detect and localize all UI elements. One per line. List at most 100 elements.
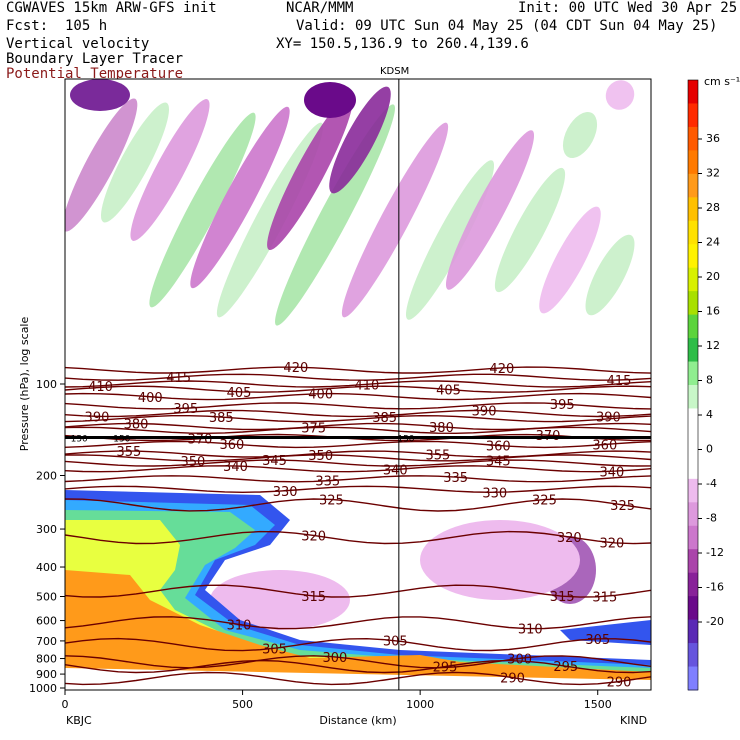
- contour-label-295: 295: [553, 660, 578, 675]
- contour-label-350: 350: [308, 449, 333, 464]
- theta-contour-330: [65, 485, 651, 494]
- theta-contour-345: [65, 459, 651, 467]
- field-streak: [445, 130, 535, 290]
- theta-contour-385: [65, 414, 651, 423]
- field-streak: [341, 122, 449, 318]
- colorbar-swatch: [688, 502, 698, 527]
- contour-label-315: 315: [592, 590, 617, 605]
- terrain-gap: [65, 668, 651, 690]
- field-streak: [100, 102, 170, 223]
- field-streak: [585, 234, 635, 316]
- cross-section-xy: XY= 150.5,136.9 to 260.4,139.6: [276, 36, 529, 52]
- theta-contour-360: [65, 440, 651, 449]
- bl-orange: [65, 570, 651, 690]
- theta-contour-310: [65, 616, 651, 630]
- colorbar-label: 0: [706, 443, 713, 456]
- colorbar-swatch: [688, 549, 698, 574]
- field-streak: [605, 80, 635, 110]
- field-streak: [130, 99, 210, 241]
- colorbar-label: -8: [706, 512, 717, 525]
- contour-label-370: 370: [188, 433, 213, 448]
- y-tick-label: 800: [36, 653, 57, 666]
- contour-label-355: 355: [425, 448, 450, 463]
- theta-contour-405: [65, 385, 651, 393]
- org-label: NCAR/MMM: [286, 0, 354, 16]
- contour-label-400: 400: [308, 388, 333, 403]
- colorbar-label: 28: [706, 201, 720, 214]
- y-axis-label: Pressure (hPa), log scale: [18, 317, 31, 452]
- valid-time: Valid: 09 UTC Sun 04 May 25 (04 CDT Sun …: [296, 18, 718, 34]
- contour-label-330: 330: [482, 486, 507, 501]
- colorbar-swatch: [688, 267, 698, 292]
- colorbar-swatch: [688, 80, 698, 104]
- colorbar-swatch: [688, 408, 698, 433]
- colorbar-label: -12: [706, 546, 724, 559]
- y-tick-label: 400: [36, 561, 57, 574]
- theta-contour-400: [65, 392, 651, 401]
- field-blob: [304, 82, 356, 118]
- colorbar-label: 8: [706, 374, 713, 387]
- colorbar-label: -20: [706, 615, 724, 628]
- colorbar-swatch: [688, 525, 698, 550]
- colorbar-swatch: [688, 244, 698, 269]
- x-tick-label: 1000: [406, 698, 434, 711]
- colorbar-swatch: [688, 596, 698, 621]
- colorbar-swatch: [688, 619, 698, 644]
- field-streak: [267, 94, 353, 251]
- contour-label-400: 400: [138, 391, 163, 406]
- contour-label-310: 310: [227, 618, 252, 633]
- bl-right-blue: [560, 620, 651, 645]
- colorbar-label: 16: [706, 305, 720, 318]
- colorbar-swatch: [688, 220, 698, 245]
- x-tick-label: 0: [62, 698, 69, 711]
- colorbar-swatch: [688, 197, 698, 222]
- contour-label-335: 335: [443, 471, 468, 486]
- field-label-boundary-layer: Boundary Layer Tracer: [6, 51, 184, 67]
- theta-contour-395: [65, 402, 651, 410]
- colorbar-swatch: [688, 361, 698, 386]
- field-label-vertical-velocity: Vertical velocity: [6, 36, 150, 52]
- colorbar-swatch: [688, 173, 698, 198]
- contour-label-305: 305: [585, 633, 610, 648]
- y-tick-label: 600: [36, 615, 57, 628]
- contour-label-395: 395: [550, 398, 575, 413]
- contour-label-300: 300: [323, 651, 348, 666]
- contour-label-405: 405: [227, 386, 252, 401]
- theta-contour-305: [65, 637, 651, 652]
- theta-contour-315: [65, 584, 651, 598]
- contour-label-315: 315: [550, 590, 575, 605]
- colorbar-label: -16: [706, 581, 724, 594]
- contour-label-420: 420: [283, 361, 308, 376]
- y-tick-label: 200: [36, 470, 57, 483]
- colorbar-unit: cm s⁻¹: [704, 75, 740, 88]
- theta-contour-335: [65, 475, 651, 483]
- theta-contour-410: [65, 380, 651, 388]
- colorbar-label: 32: [706, 167, 720, 180]
- contour-label-320: 320: [600, 537, 625, 552]
- contour-label-360: 360: [592, 438, 617, 453]
- x-axis-label: Distance (km): [319, 714, 396, 727]
- colorbar-swatch: [688, 431, 698, 456]
- contour-label-330: 330: [273, 485, 298, 500]
- contour-label-420: 420: [489, 362, 514, 377]
- theta-contour-350: [65, 454, 651, 462]
- shaded-field-layer: [65, 79, 651, 690]
- colorbar-label: 12: [706, 339, 720, 352]
- y-tick-label: 500: [36, 590, 57, 603]
- theta-contour-325: [65, 498, 651, 512]
- theta-contour-355: [65, 450, 651, 458]
- contour-label-340: 340: [223, 460, 248, 475]
- field-streak: [65, 98, 138, 232]
- contour-label-360: 360: [220, 438, 245, 453]
- model-title: CGWAVES 15km ARW-GFS init: [6, 0, 217, 16]
- colorbar-label: 20: [706, 270, 720, 283]
- contour-label-320: 320: [557, 531, 582, 546]
- forecast-hour: Fcst: 105 h: [6, 18, 108, 34]
- theta-contour-340: [65, 465, 651, 473]
- contour-label-395: 395: [173, 402, 198, 417]
- theta-contour-320: [65, 530, 651, 545]
- field-streak: [405, 160, 495, 320]
- field-blob: [420, 520, 580, 600]
- field-blob: [70, 79, 130, 111]
